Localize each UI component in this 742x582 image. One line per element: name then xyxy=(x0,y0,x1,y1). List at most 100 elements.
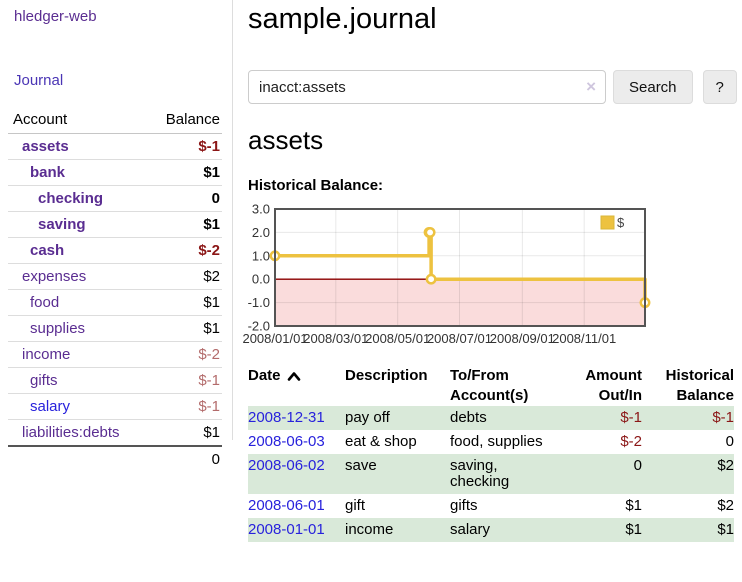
balance-chart: $3.0 2.0 1.0 0.0 -1.0 -2.02008/01/012008/03/0… xyxy=(242,202,651,346)
account-link-bank[interactable]: bank xyxy=(30,164,66,181)
account-link-liabilities-debts[interactable]: liabilities:debts xyxy=(22,424,120,441)
transaction-date-link[interactable]: 2008-06-02 xyxy=(248,457,325,474)
account-balance: $2 xyxy=(203,268,220,285)
account-link-assets[interactable]: assets xyxy=(22,138,69,155)
account-row: assets $-1 xyxy=(8,134,222,160)
transaction-amount: $1 xyxy=(625,497,642,514)
legend-swatch xyxy=(600,215,615,230)
register-header-description: Description xyxy=(345,367,428,384)
accounts-table: Account Balance assets $-1 bank $1 checking 0… xyxy=(8,108,222,472)
transaction-balance: $1 xyxy=(717,521,734,538)
x-tick-label: 2008/01/01 xyxy=(242,331,307,346)
search-input[interactable] xyxy=(248,70,606,104)
account-link-food[interactable]: food xyxy=(30,294,60,311)
account-balance: $1 xyxy=(203,216,220,233)
account-link-income[interactable]: income xyxy=(22,346,71,363)
account-title: assets xyxy=(248,125,324,155)
account-balance: $1 xyxy=(203,320,220,337)
account-row: supplies $1 xyxy=(8,316,222,342)
register-row: 2008-01-01 income salary $1 $1 xyxy=(248,518,734,542)
search-form: × Search ? xyxy=(248,70,742,104)
transaction-amount: $-1 xyxy=(620,409,642,426)
x-tick-label: 2008/07/01 xyxy=(427,331,492,346)
transaction-date-link[interactable]: 2008-06-01 xyxy=(248,497,325,514)
page-title: sample.journal xyxy=(248,3,437,35)
account-row: checking 0 xyxy=(8,186,222,212)
account-balance: 0 xyxy=(211,190,220,207)
help-button[interactable]: ? xyxy=(702,70,737,104)
account-balance: $-2 xyxy=(198,242,220,259)
accounts-header-balance: Balance xyxy=(146,108,222,134)
account-link-saving[interactable]: saving xyxy=(38,216,86,233)
register-table: Date Description To/From Account(s) Amount… xyxy=(248,366,734,542)
transaction-description: eat & shop xyxy=(345,433,417,450)
x-tick-label: 2008/03/01 xyxy=(303,331,368,346)
account-row: liabilities:debts $1 xyxy=(8,420,222,446)
plot-border xyxy=(274,208,646,327)
transaction-balance: $2 xyxy=(717,457,734,474)
register-header-amount: Amount Out/In xyxy=(585,367,642,404)
chart-label: Historical Balance: xyxy=(248,177,384,194)
accounts-header-account: Account xyxy=(8,108,147,134)
account-balance: $1 xyxy=(203,294,220,311)
account-row: expenses $2 xyxy=(8,264,222,290)
x-tick-label: 2008/09/01 xyxy=(490,331,555,346)
transaction-amount: $-2 xyxy=(620,433,642,450)
sidebar: hledger-web Journal Account Balance asse… xyxy=(0,0,233,468)
main-content: sample.journal × Search ? assets Histori… xyxy=(242,0,742,542)
transaction-accounts: debts xyxy=(450,409,487,426)
transaction-date-link[interactable]: 2008-01-01 xyxy=(248,521,325,538)
account-link-expenses[interactable]: expenses xyxy=(22,268,87,285)
transaction-amount: $1 xyxy=(625,521,642,538)
account-row: cash $-2 xyxy=(8,238,222,264)
transaction-balance: 0 xyxy=(725,433,734,450)
account-balance: $1 xyxy=(203,164,220,181)
transaction-date-link[interactable]: 2008-06-03 xyxy=(248,433,325,450)
account-balance: $1 xyxy=(203,424,220,441)
account-link-gifts[interactable]: gifts xyxy=(30,372,58,389)
transaction-balance: $-1 xyxy=(712,409,734,426)
accounts-total-row: 0 xyxy=(8,446,222,472)
y-tick-label: 1.0 xyxy=(252,248,270,263)
data-point-marker xyxy=(424,226,436,238)
clear-search-icon[interactable]: × xyxy=(586,77,596,96)
account-row: salary $-1 xyxy=(8,394,222,420)
account-link-salary[interactable]: salary xyxy=(30,398,71,415)
account-link-supplies[interactable]: supplies xyxy=(30,320,86,337)
account-row: income $-2 xyxy=(8,342,222,368)
transaction-balance: $2 xyxy=(717,497,734,514)
account-row: food $1 xyxy=(8,290,222,316)
transaction-description: pay off xyxy=(345,409,390,426)
account-row: gifts $-1 xyxy=(8,368,222,394)
legend-label: $ xyxy=(617,215,625,230)
transaction-accounts: salary xyxy=(450,521,491,538)
account-link-cash[interactable]: cash xyxy=(30,242,65,259)
app-brand-link[interactable]: hledger-web xyxy=(14,8,97,25)
transaction-description: gift xyxy=(345,497,366,514)
register-row: 2008-06-01 gift gifts $1 $2 xyxy=(248,494,734,518)
register-header-historical: Historical Balance xyxy=(665,367,734,404)
account-row: saving $1 xyxy=(8,212,222,238)
account-balance: $-1 xyxy=(198,372,220,389)
transaction-accounts: food, supplies xyxy=(450,433,543,450)
data-point-marker xyxy=(425,273,437,285)
search-button[interactable]: Search xyxy=(613,70,693,104)
register-row: 2008-06-03 eat & shop food, supplies $-2 0 xyxy=(248,430,734,454)
y-tick-label: 3.0 xyxy=(252,202,270,217)
register-row: 2008-06-02 save saving, checking 0 $2 xyxy=(248,454,734,494)
sidebar-item-journal[interactable]: Journal xyxy=(14,72,64,89)
register-header-date[interactable]: Date xyxy=(248,366,345,406)
y-tick-label: 0.0 xyxy=(252,272,270,287)
x-tick-label: 2008/05/01 xyxy=(365,331,430,346)
register-row: 2008-12-31 pay off debts $-1 $-1 xyxy=(248,406,734,430)
account-row: bank $1 xyxy=(8,160,222,186)
y-tick-label: 2.0 xyxy=(252,225,270,240)
transaction-date-link[interactable]: 2008-12-31 xyxy=(248,409,325,426)
register-header-to-from: To/From Account(s) xyxy=(450,367,529,404)
y-tick-label: -1.0 xyxy=(248,295,270,310)
transaction-description: income xyxy=(345,521,394,538)
negative-region xyxy=(275,279,645,326)
transaction-accounts: gifts xyxy=(450,497,478,514)
account-link-checking[interactable]: checking xyxy=(38,190,104,207)
transaction-description: save xyxy=(345,457,377,474)
